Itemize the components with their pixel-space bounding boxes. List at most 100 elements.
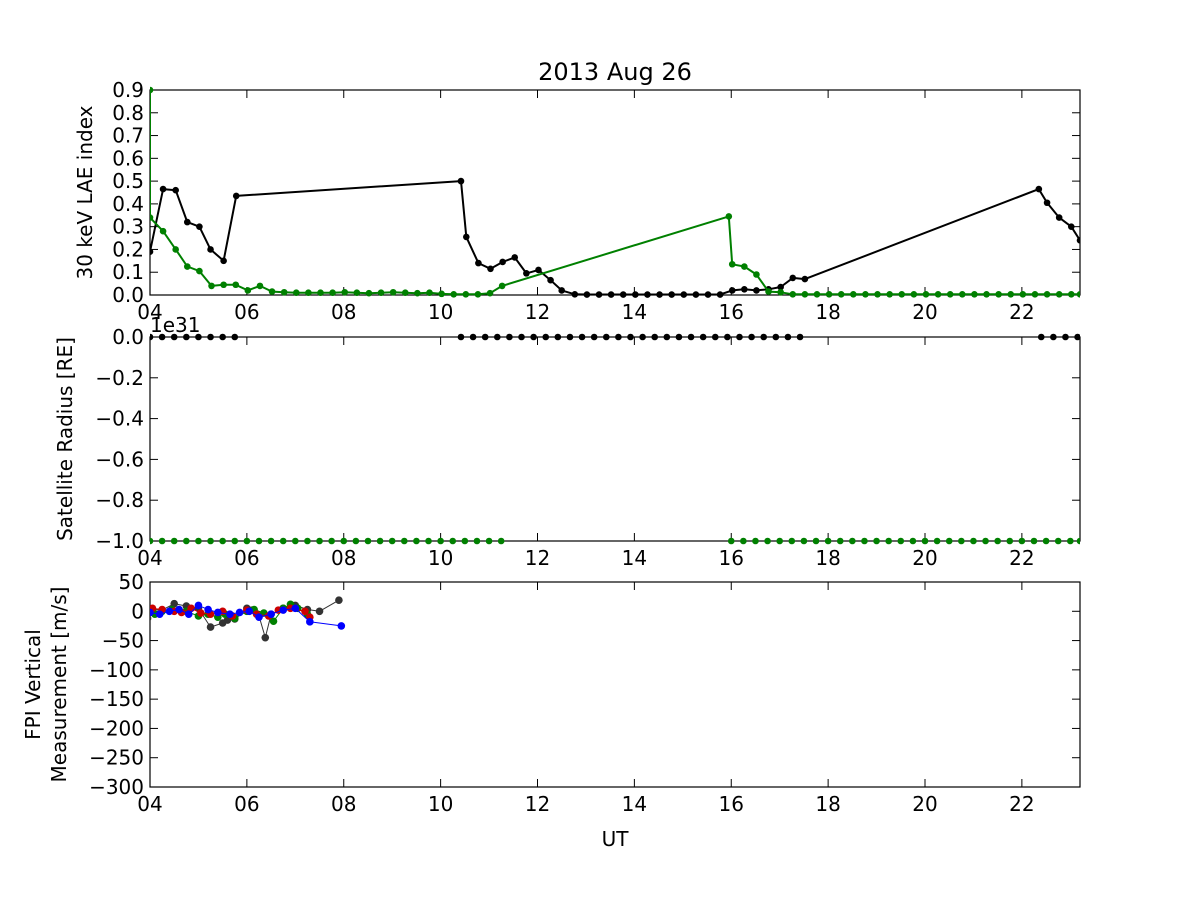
data-point [801,291,809,298]
data-point [542,333,550,341]
data-point [165,607,174,616]
y-tick-label: 0.3 [112,215,144,239]
data-point [301,607,309,616]
data-point [764,537,771,545]
data-point [172,246,179,253]
series-1 [150,333,1080,341]
data-point [777,283,784,291]
data-point [1067,291,1075,298]
data-point [337,622,346,630]
data-point [861,537,868,545]
x-tick-label: 20 [912,546,937,570]
data-point [231,537,239,545]
y-tick-label: 0.4 [112,192,144,216]
plot-area [150,596,346,642]
data-point [578,333,586,341]
data-point [970,537,977,545]
data-point [663,333,671,341]
y-tick-label: 50 [119,570,144,594]
data-point [874,291,881,298]
data-point [982,537,989,545]
data-point [886,291,893,298]
data-point [414,289,421,297]
data-point [195,537,202,545]
x-tick-label: 08 [331,792,356,816]
data-point [155,610,164,619]
data-point [945,537,953,545]
data-point [958,291,966,298]
data-point [668,291,675,298]
data-point [862,291,869,298]
data-point [680,291,688,298]
data-point [207,246,214,253]
data-point [469,333,477,341]
data-point [170,333,178,341]
data-point [523,270,530,277]
data-point [728,287,736,294]
data-point [231,333,239,341]
data-point [400,537,408,545]
data-point [267,610,275,619]
data-point [244,287,252,294]
data-point [1030,537,1038,545]
series-2 [150,86,1080,298]
data-point [377,289,385,297]
data-point [983,291,990,298]
x-tick-label: 18 [815,792,840,816]
data-point [352,537,360,545]
data-point [261,633,270,642]
data-point [292,537,299,545]
data-point [226,610,234,619]
x-tick-label: 14 [622,300,647,324]
data-point [873,537,880,545]
x-tick-label: 18 [815,546,840,570]
data-point [995,291,1002,298]
panel-3: 04 06 08 10 12 14 16 18 20 22 −300 −250 −200 −150 −100… [21,570,1081,816]
y-tick-label: 0 [131,599,144,623]
data-point [487,265,494,273]
x-tick-label: 10 [428,546,453,570]
data-point [692,291,700,298]
data-point [789,291,797,298]
data-point [315,607,324,616]
data-point [788,537,796,545]
x-tick-label: 04 [137,546,162,570]
data-point [813,291,821,298]
data-point [885,537,892,545]
data-point [150,86,154,94]
x-tick-label: 16 [719,792,744,816]
data-point [316,537,323,545]
x-tick-label: 12 [525,300,550,324]
y-tick-label: 0.0 [112,325,144,349]
data-point [341,288,349,296]
data-point [232,192,240,200]
data-point [837,291,845,298]
x-tick-label: 04 [137,300,162,324]
data-point [711,333,719,341]
data-point [1019,291,1027,298]
data-point [1067,223,1075,230]
data-point [183,537,190,545]
figure-title: 2013 Aug 26 [538,58,692,86]
data-point [1076,291,1080,298]
y-tick-label: 0.1 [112,260,144,284]
data-point [675,333,683,341]
y-tick-label: 0.0 [112,283,144,307]
y-axis-label: Satellite Radius [RE] [53,337,77,541]
y-axis-label: Measurement [m/s] [47,587,71,783]
data-point [760,333,768,341]
data-point [933,537,941,545]
data-point [175,605,183,614]
x-tick-label: 08 [331,546,356,570]
data-point [498,282,506,290]
data-point [535,266,542,274]
data-point [208,282,215,290]
data-point [836,537,844,545]
series-1 [150,177,1080,298]
y-tick-label: −0.2 [95,366,144,390]
data-point [232,281,240,289]
data-point [1055,291,1063,298]
y-tick-label: −50 [102,629,144,653]
data-point [267,537,275,545]
data-point [305,289,312,297]
